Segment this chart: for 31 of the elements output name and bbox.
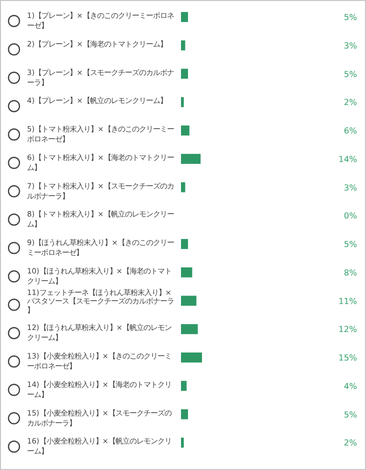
bar: [181, 239, 188, 249]
bar: [181, 68, 188, 79]
bar: [181, 126, 190, 136]
bar: [181, 438, 184, 448]
data-label: 2%: [344, 97, 358, 108]
bar: [181, 380, 187, 391]
data-label: 8%: [344, 267, 358, 278]
bar: [181, 409, 188, 420]
data-label: 4%: [344, 380, 358, 391]
data-label: 5%: [344, 12, 358, 22]
bar: [181, 182, 186, 192]
bar: [181, 154, 201, 164]
data-label: 14%: [338, 154, 358, 164]
bar: [181, 352, 202, 362]
data-label: 3%: [344, 40, 358, 50]
bar: [181, 97, 184, 108]
data-label: 6%: [344, 126, 358, 136]
data-label: 0%: [344, 210, 358, 221]
bar: [181, 40, 186, 50]
bar: [181, 267, 192, 278]
data-label: 12%: [338, 324, 358, 334]
data-label: 15%: [338, 352, 358, 362]
data-label: 3%: [344, 182, 358, 192]
bar: [181, 324, 198, 334]
data-label: 5%: [344, 409, 358, 420]
data-label: 11%: [338, 296, 358, 306]
bar: [181, 296, 196, 306]
data-label: 2%: [344, 438, 358, 448]
bar: [181, 12, 188, 22]
data-label: 5%: [344, 239, 358, 249]
data-label: 5%: [344, 68, 358, 79]
